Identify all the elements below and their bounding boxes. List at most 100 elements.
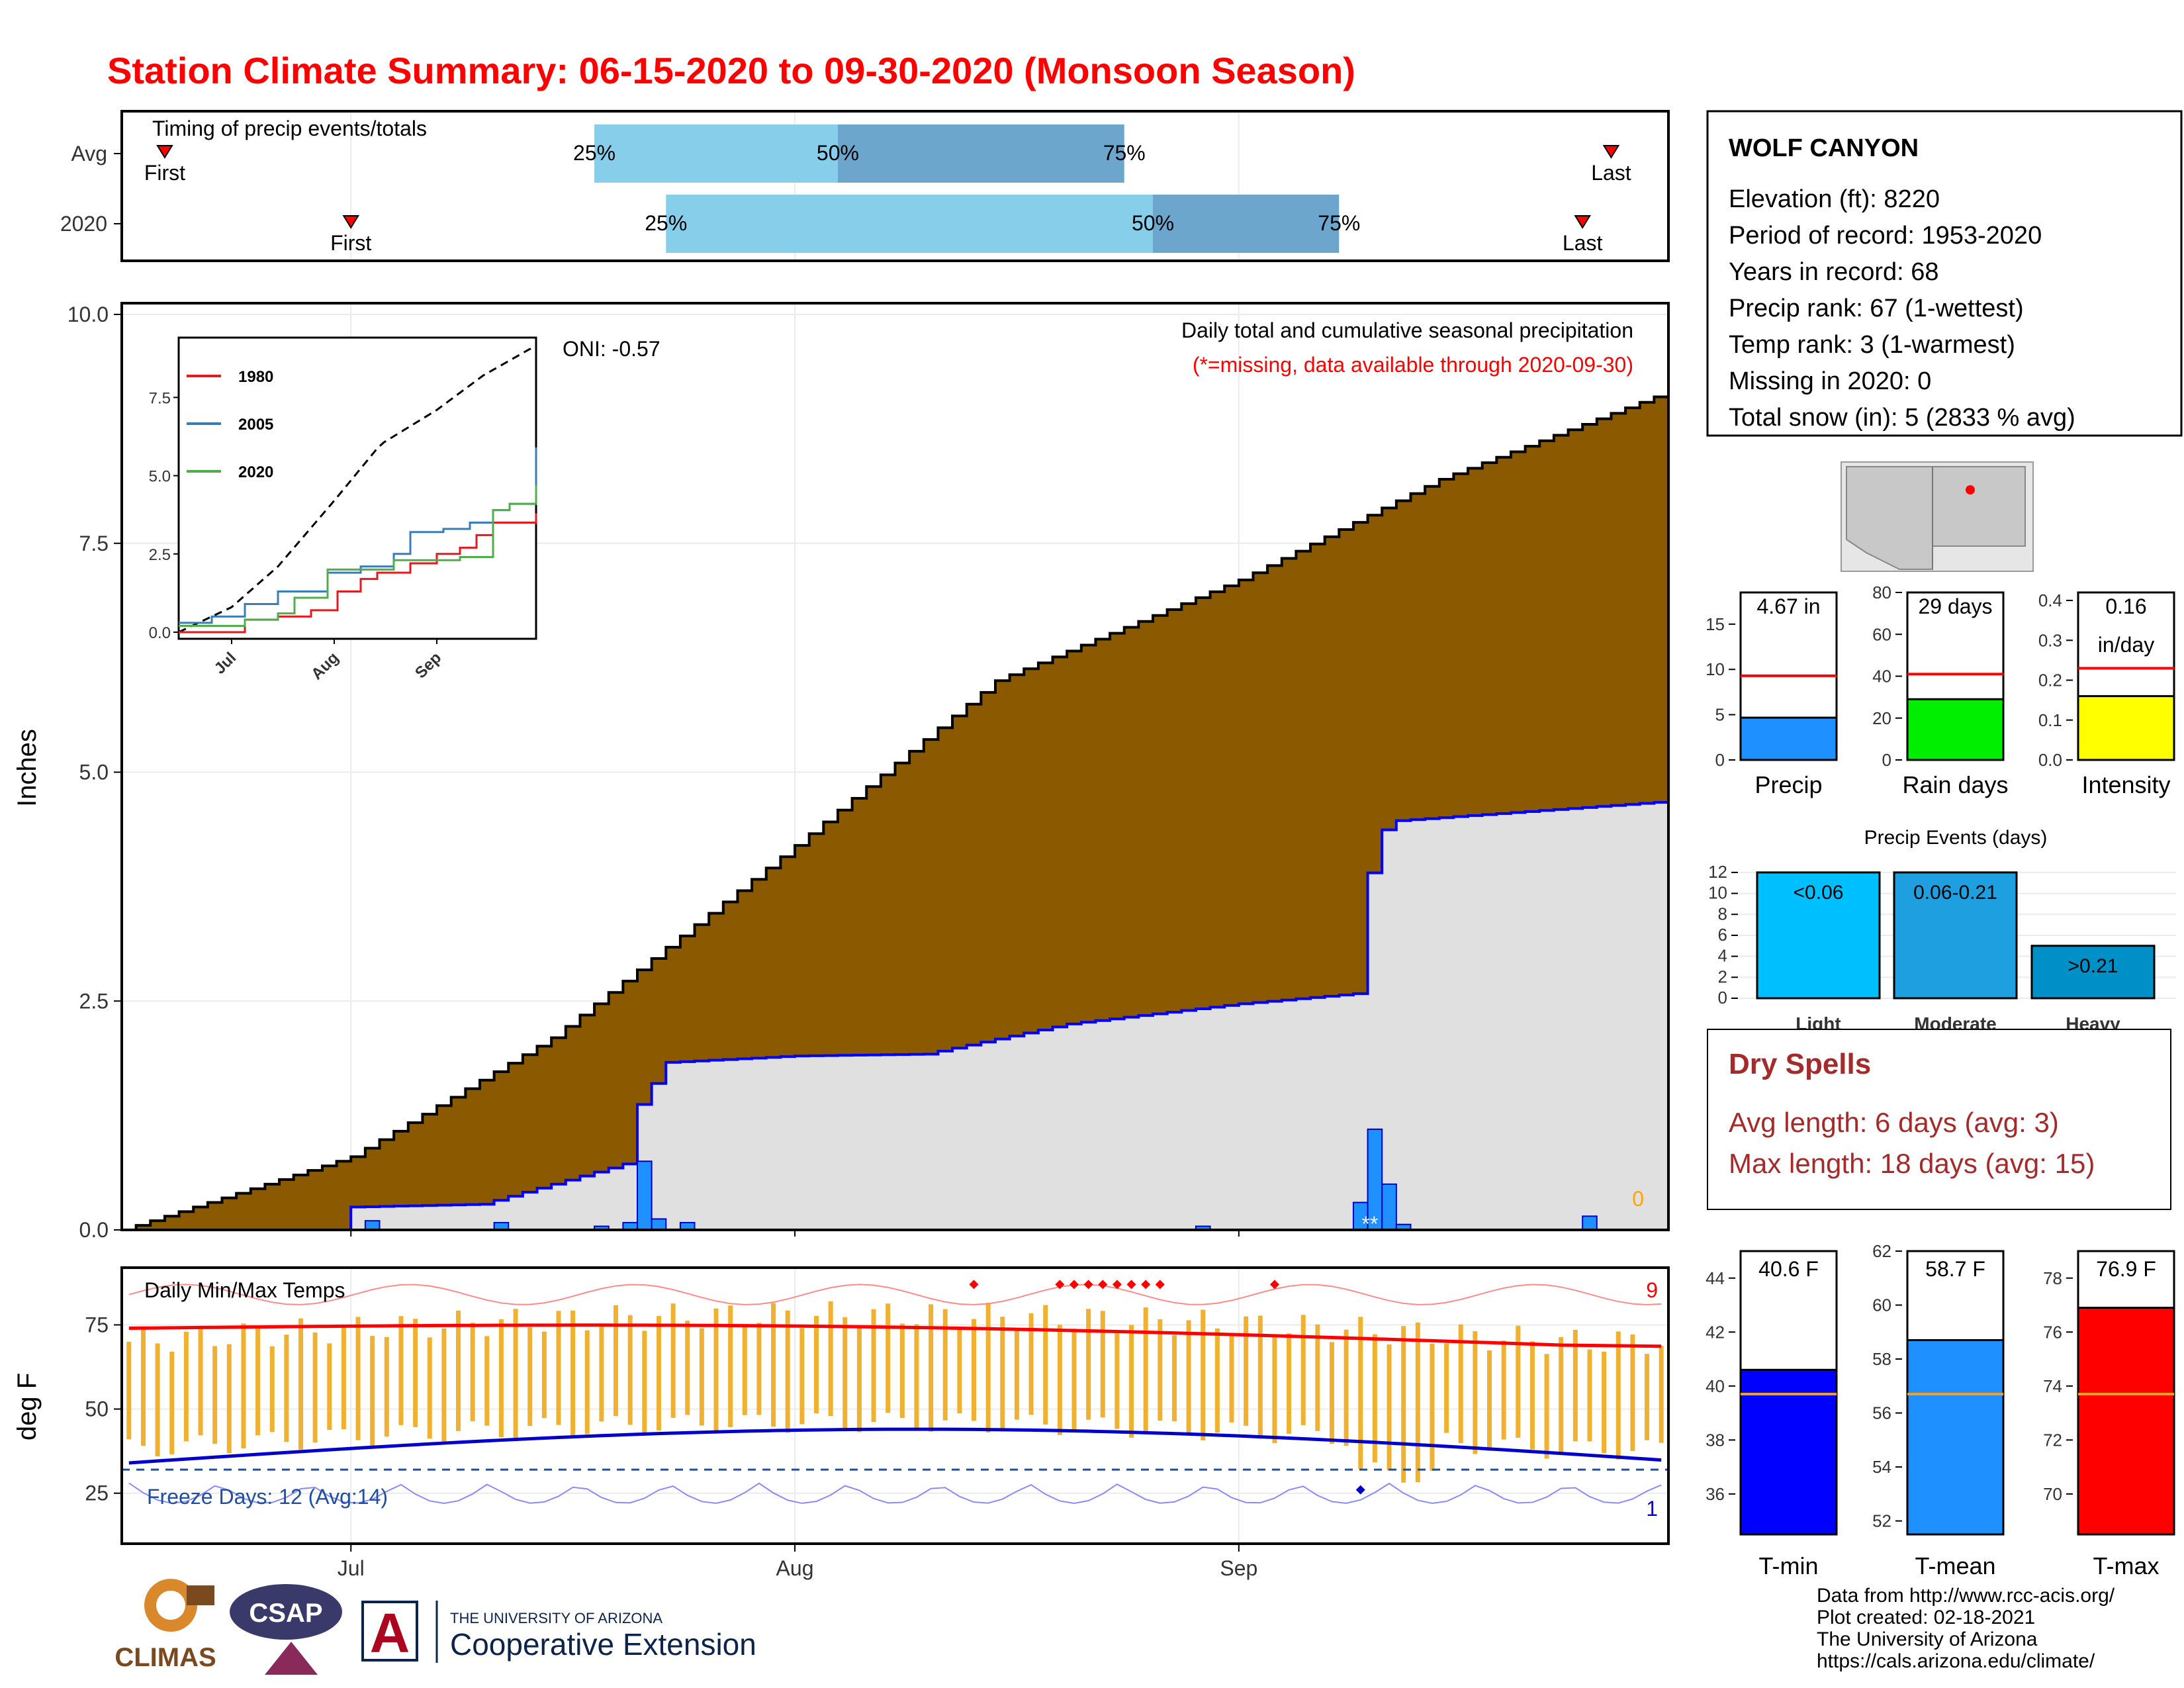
summary-bar-value: 4.67 in [1756,594,1820,618]
temp-label: Daily Min/Max Temps [144,1278,345,1302]
temp-summary-tick-label: 70 [2043,1484,2062,1504]
ua-a-block [361,1601,418,1662]
inset-series-2020 [179,485,537,628]
new-mexico-shape [1932,466,2026,547]
daily-precip-bar [364,1220,381,1231]
summary-bars: 0 5 10 15 4.67 in Precip 0 20 40 60 80 29 days Rain … [1706,583,2175,798]
temp-summary-tick-label: 74 [2043,1376,2062,1396]
station-info-line: Missing in 2020: 0 [1729,367,1931,395]
locator-map [1841,461,2034,572]
timing-p75-label: 75% [1103,141,1146,165]
dry-spells: Dry Spells Avg length: 6 days (avg: 3) M… [1707,1029,2171,1210]
timing-row-label: Avg [71,142,107,165]
summary-bar-tick-label: 0 [1715,750,1725,770]
precip-event-bar [1756,871,1881,1000]
precip-event-range: >0.21 [2068,955,2118,977]
timing-p25-label: 25% [573,141,615,165]
ua-a-letter: A [370,1602,410,1664]
record-high-marker [1155,1280,1165,1289]
events-ytick-label: 10 [1708,883,1727,903]
temp-summary-tick-label: 54 [1872,1457,1891,1477]
precip-ylabel: Inches [13,729,42,807]
temp-summary-tick-label: 56 [1872,1403,1891,1423]
record-high-marker [1126,1280,1136,1289]
precip-ytick-label: 5.0 [79,761,109,784]
temp-summary-tick-label: 62 [1872,1241,1891,1261]
timing-q25-q50 [594,124,838,183]
temp-summary-tick-label: 40 [1706,1376,1725,1396]
precip-missing-note: (*=missing, data available through 2020-… [1193,353,1633,377]
summary-bar-tick-label: 0.4 [2038,590,2062,610]
freeze-days: Freeze Days: 12 (Avg:14) [147,1485,388,1509]
summary-bar-value-unit: in/day [2098,633,2154,657]
temp-ytick-label: 25 [85,1481,109,1505]
precip-ytick-label: 7.5 [79,532,109,555]
station-info: WOLF CANYON Elevation (ft): 8220 Period o… [1706,110,2183,437]
precip-event-bar [2030,945,2156,1000]
temp-ylabel: deg F [13,1373,42,1440]
summary-bar-tick-label: 5 [1715,705,1725,725]
summary-bar-value: 0.16 [2105,594,2146,618]
record-high-marker [1112,1280,1122,1289]
station-info-line: Years in record: 68 [1729,258,1939,286]
events-ytick-label: 6 [1718,925,1727,945]
timing-first-label: First [144,161,185,185]
inset-avg-line [178,346,537,633]
summary-bar-fill [1739,716,1838,761]
station-info-line: Precip rank: 67 (1-wettest) [1729,295,2024,322]
temp-ytick-label: 75 [85,1313,109,1336]
station-info-line: Period of record: 1953-2020 [1729,222,2042,250]
csap-cloud [230,1584,342,1640]
precip-event-range: <0.06 [1794,882,1844,904]
daily-precip-bar [1381,1183,1397,1231]
month-tick-label: Sep [1220,1556,1257,1580]
temp-summary-tick-label: 60 [1872,1295,1891,1315]
precip-events-title: Precip Events (days) [1864,827,2048,849]
cold-days-count: 1 [1646,1497,1658,1521]
timing-q50-q75 [837,124,1124,183]
summary-bar-label: Intensity [2081,771,2170,798]
station-info-line: Elevation (ft): 8220 [1729,185,1940,213]
temp-summary-value: 40.6 F [1758,1257,1819,1281]
temp-summary-tick-label: 52 [1872,1511,1891,1531]
csap-logo: CSAP [230,1584,342,1675]
temp-summary-tick-label: 72 [2043,1430,2062,1450]
timing-last-marker [1602,145,1620,159]
events-ytick-label: 12 [1708,862,1727,882]
csap-mountain [265,1642,318,1675]
temp-summary-value: 58.7 F [1925,1257,1985,1281]
footer-credit-line: Plot created: 02-18-2021 [1817,1607,2035,1628]
temp-summary-tick-label: 76 [2043,1322,2062,1342]
inset-ytick-label: 2.5 [149,546,171,564]
events-ytick-label: 8 [1718,904,1727,923]
ua-logo: A THE UNIVERSITY OF ARIZONA Cooperative … [361,1601,756,1664]
summary-bar-label: Precip [1754,771,1822,798]
events-ytick-label: 0 [1718,988,1727,1008]
inset-ytick-label: 5.0 [149,468,171,486]
summary-bar-tick-label: 0.3 [2038,630,2062,650]
missing-marks: ** [1362,1212,1379,1236]
summary-bar-label: Rain days [1902,771,2008,798]
station-info-line: Total snow (in): 5 (2833 % avg) [1729,404,2075,432]
summary-bar-fill [1906,698,2005,761]
daily-precip-bar [651,1218,667,1231]
temp-summary-label: T-min [1759,1552,1819,1579]
csap-logo-text: CSAP [249,1599,322,1628]
hot-days-count: 9 [1646,1278,1658,1302]
footer-credit-line: Data from http://www.rcc-acis.org/ [1817,1585,2115,1607]
temp-summary-fill [1906,1339,2005,1536]
precip-subtitle: Daily total and cumulative seasonal prec… [1181,318,1633,342]
record-high-marker [1269,1280,1279,1289]
inset-legend-label: 2020 [238,463,273,481]
temp-summary-tick-label: 36 [1706,1484,1725,1504]
record-high-marker [1083,1280,1093,1289]
temp-summary-tick-label: 44 [1706,1268,1725,1288]
station-location-marker [1966,485,1975,494]
station-box [1706,110,2183,437]
temp-summary-label: T-mean [1915,1552,1995,1579]
inset-legend-label: 1980 [238,368,273,386]
daily-precip-bar [1582,1215,1598,1231]
timing-p50-label: 50% [1132,211,1174,235]
timing-q50-q75 [1153,195,1340,253]
